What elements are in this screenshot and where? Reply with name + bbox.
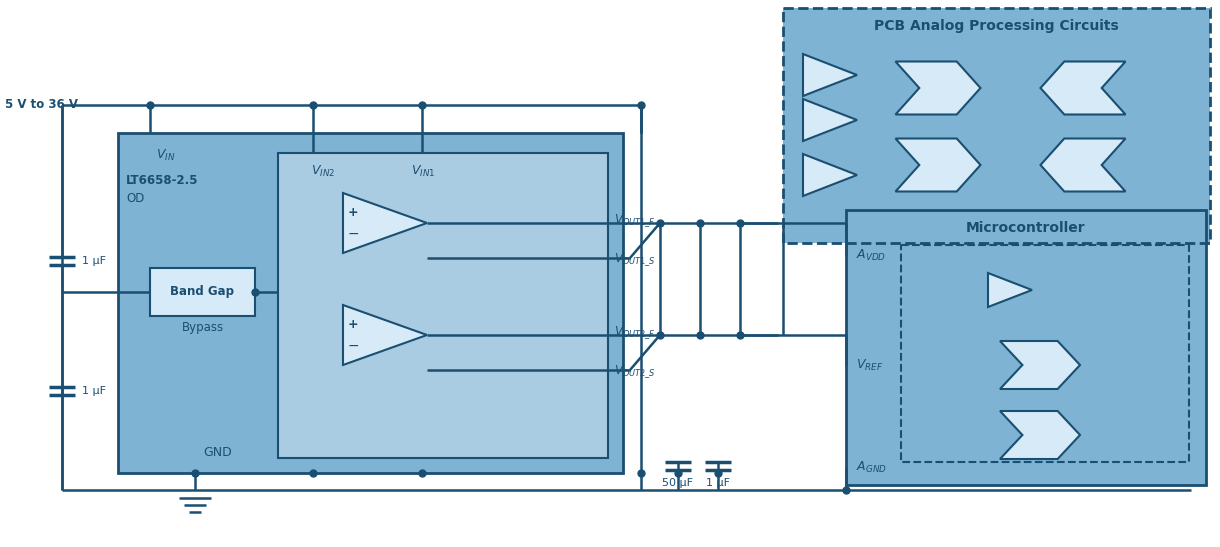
Bar xyxy=(118,133,623,473)
Bar xyxy=(278,153,608,458)
Text: OD: OD xyxy=(126,193,144,206)
Polygon shape xyxy=(803,154,856,196)
Polygon shape xyxy=(803,54,856,96)
Text: Microcontroller: Microcontroller xyxy=(966,221,1086,235)
Text: +: + xyxy=(348,317,359,330)
Text: $V_{IN2}$: $V_{IN2}$ xyxy=(311,164,336,178)
Text: $V_{OUT1\_F}$: $V_{OUT1\_F}$ xyxy=(614,213,655,229)
Polygon shape xyxy=(1041,61,1126,114)
Text: −: − xyxy=(348,227,359,241)
Text: GND: GND xyxy=(203,446,232,459)
Text: $V_{IN1}$: $V_{IN1}$ xyxy=(411,164,436,178)
Polygon shape xyxy=(1000,341,1080,389)
Text: Band Gap: Band Gap xyxy=(171,286,234,299)
Bar xyxy=(902,245,1190,462)
Bar xyxy=(783,8,1210,243)
Polygon shape xyxy=(988,273,1032,307)
Text: $V_{IN}$: $V_{IN}$ xyxy=(156,148,176,162)
Polygon shape xyxy=(1000,411,1080,459)
Polygon shape xyxy=(1041,138,1126,191)
Text: $V_{OUT2\_S}$: $V_{OUT2\_S}$ xyxy=(614,364,656,380)
Bar xyxy=(150,268,255,316)
Polygon shape xyxy=(803,99,856,141)
Text: $A_{VDD}$: $A_{VDD}$ xyxy=(856,247,886,263)
Text: 1 µF: 1 µF xyxy=(82,256,106,266)
Polygon shape xyxy=(343,305,427,365)
Polygon shape xyxy=(895,61,981,114)
Text: 5 V to 36 V: 5 V to 36 V xyxy=(5,98,78,112)
Text: $A_{GND}$: $A_{GND}$ xyxy=(856,459,887,475)
Bar xyxy=(845,210,1207,485)
Text: $V_{OUT1\_S}$: $V_{OUT1\_S}$ xyxy=(614,252,656,269)
Text: $V_{REF}$: $V_{REF}$ xyxy=(856,357,883,373)
Text: +: + xyxy=(348,206,359,218)
Text: Bypass: Bypass xyxy=(182,322,223,335)
Text: 1 µF: 1 µF xyxy=(82,386,106,396)
Bar xyxy=(783,8,1210,243)
Text: PCB Analog Processing Circuits: PCB Analog Processing Circuits xyxy=(874,19,1119,33)
Text: −: − xyxy=(348,339,359,353)
Text: 50 µF: 50 µF xyxy=(662,478,693,488)
Text: $V_{OUT2\_F}$: $V_{OUT2\_F}$ xyxy=(614,324,655,341)
Polygon shape xyxy=(895,138,981,191)
Text: 1 µF: 1 µF xyxy=(706,478,730,488)
Polygon shape xyxy=(343,193,427,253)
Text: LT6658-2.5: LT6658-2.5 xyxy=(126,174,199,188)
